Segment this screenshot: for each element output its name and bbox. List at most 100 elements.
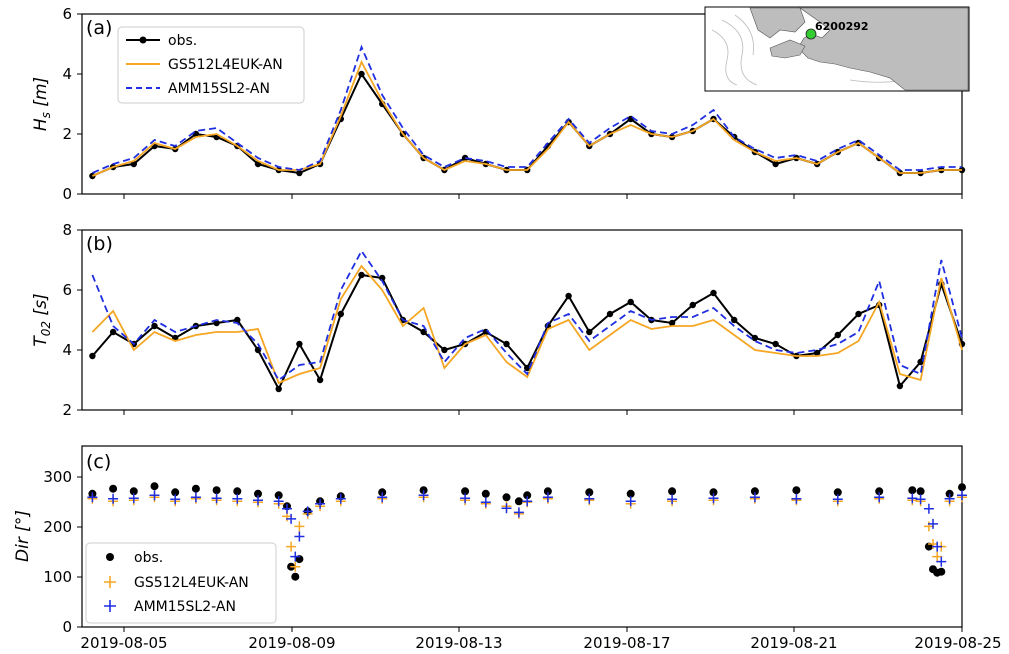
data-point-amm15sl2-an xyxy=(936,556,947,567)
panel-c-ytick-label: 300 xyxy=(43,468,72,486)
panel-a-ylabel-unit: [m] xyxy=(31,77,51,107)
panel-b: 2 4 6 8 T02 [s] (b) xyxy=(31,221,966,419)
data-point-amm15sl2-an xyxy=(211,493,222,504)
panel-a-ytick-label: 4 xyxy=(62,65,72,83)
data-point-obs xyxy=(937,567,946,576)
panel-c-label: (c) xyxy=(86,451,111,473)
data-point-obs xyxy=(958,483,966,492)
data-point-amm15sl2-an xyxy=(944,493,955,504)
x-tick-label: 2019-08-21 xyxy=(750,634,837,652)
data-point-amm15sl2-an xyxy=(513,507,524,518)
data-point-amm15sl2-an xyxy=(190,492,201,503)
data-point-obs xyxy=(481,489,490,498)
data-point-amm15sl2-an xyxy=(377,492,388,503)
data-point-obs xyxy=(461,487,470,496)
series-line-gs512l4euk-an xyxy=(91,264,963,385)
data-point-obs xyxy=(171,488,180,497)
panel-a-yticks: 0 2 4 6 xyxy=(62,5,82,203)
data-point-amm15sl2-an xyxy=(108,493,119,504)
panel-b-frame xyxy=(81,229,963,411)
series-line-gs512l4euk-an xyxy=(92,59,962,177)
data-point-amm15sl2-an xyxy=(542,492,553,503)
panel-c-ylabel-main: Dir xyxy=(13,536,33,562)
station-marker xyxy=(805,28,817,40)
data-point-obs xyxy=(896,382,904,390)
panel-c-ylabel: Dir [°] xyxy=(13,510,33,562)
data-point-obs xyxy=(233,487,242,496)
data-point-obs xyxy=(109,328,117,336)
series-line-amm15sl2-an xyxy=(91,249,963,382)
panel-a-ylabel-main: H xyxy=(31,118,51,131)
data-point-amm15sl2-an xyxy=(708,493,719,504)
legend-obs-label: obs. xyxy=(134,550,163,566)
panel-b-ylabel-main: T xyxy=(31,335,51,347)
data-point-amm15sl2-an xyxy=(232,493,243,504)
legend-obs-marker xyxy=(106,553,114,561)
panel-a: 0 2 4 6 Hs [m] (a) obs. GS512L4EUK-AN AM… xyxy=(31,5,970,203)
data-point-amm15sl2-an xyxy=(749,492,760,503)
data-point-amm15sl2-an xyxy=(335,493,346,504)
data-point-obs xyxy=(461,154,469,162)
data-point-amm15sl2-an xyxy=(625,496,636,507)
panel-b-ytick-label: 4 xyxy=(62,341,72,359)
data-point-amm15sl2-an xyxy=(832,494,843,505)
panel-b-ytick-label: 6 xyxy=(62,281,72,299)
legend-obs-label: obs. xyxy=(168,33,197,49)
data-point-gs512l4euk-an xyxy=(290,561,301,572)
data-point-obs xyxy=(358,70,365,78)
data-point-obs xyxy=(316,376,324,384)
data-point-obs xyxy=(772,160,779,168)
inset-land-wales xyxy=(749,7,806,39)
data-point-obs xyxy=(585,488,594,497)
data-point-obs xyxy=(212,486,221,495)
data-point-obs xyxy=(772,340,779,348)
data-point-amm15sl2-an xyxy=(282,503,292,514)
data-point-obs xyxy=(606,310,614,318)
panel-b-ytick-label: 2 xyxy=(62,401,72,419)
data-point-obs xyxy=(358,271,365,279)
data-point-obs xyxy=(441,346,448,354)
data-point-amm15sl2-an xyxy=(915,494,926,505)
data-point-amm15sl2-an xyxy=(791,493,802,504)
data-point-obs xyxy=(275,385,282,393)
data-point-obs xyxy=(524,364,531,372)
legend-amm15-label: AMM15SL2-AN xyxy=(134,599,236,615)
data-point-obs xyxy=(502,493,511,502)
panel-a-ytick-label: 0 xyxy=(62,185,72,203)
data-point-amm15sl2-an xyxy=(667,494,678,505)
data-point-obs xyxy=(503,340,510,348)
data-point-obs xyxy=(908,486,917,495)
panel-b-label: (b) xyxy=(86,233,113,255)
data-point-obs xyxy=(813,349,821,357)
data-point-obs xyxy=(419,486,428,495)
station-label: 6200292 xyxy=(815,20,869,33)
data-point-amm15sl2-an xyxy=(128,493,139,504)
panel-a-legend: obs. GS512L4EUK-AN AMM15SL2-AN xyxy=(117,26,305,104)
data-point-amm15sl2-an xyxy=(874,492,885,503)
panel-a-ytick-label: 6 xyxy=(62,5,72,23)
legend-gs512-label: GS512L4EUK-AN xyxy=(168,57,283,73)
legend-amm15-marker xyxy=(104,600,116,612)
data-point-obs xyxy=(234,316,241,324)
x-tick-label: 2019-08-13 xyxy=(415,634,502,652)
panel-c-ytick-label: 100 xyxy=(43,568,72,586)
data-point-amm15sl2-an xyxy=(480,497,491,508)
inset-map: 6200292 xyxy=(704,6,970,92)
data-point-obs xyxy=(109,484,118,493)
data-point-obs xyxy=(731,316,738,324)
data-point-amm15sl2-an xyxy=(522,496,533,507)
data-point-obs xyxy=(523,491,532,500)
data-point-amm15sl2-an xyxy=(923,503,934,514)
x-tick-label: 2019-08-25 xyxy=(914,634,1001,652)
panel-a-xticks xyxy=(123,194,963,199)
legend-box xyxy=(85,542,277,624)
x-tick-label: 2019-08-17 xyxy=(583,634,670,652)
data-point-obs xyxy=(855,310,862,318)
data-point-obs xyxy=(586,328,593,336)
data-point-obs xyxy=(274,491,283,500)
panel-b-ylabel-unit: [s] xyxy=(31,293,51,315)
data-point-obs xyxy=(543,487,552,496)
data-point-obs xyxy=(89,352,96,360)
data-point-amm15sl2-an xyxy=(149,490,160,501)
